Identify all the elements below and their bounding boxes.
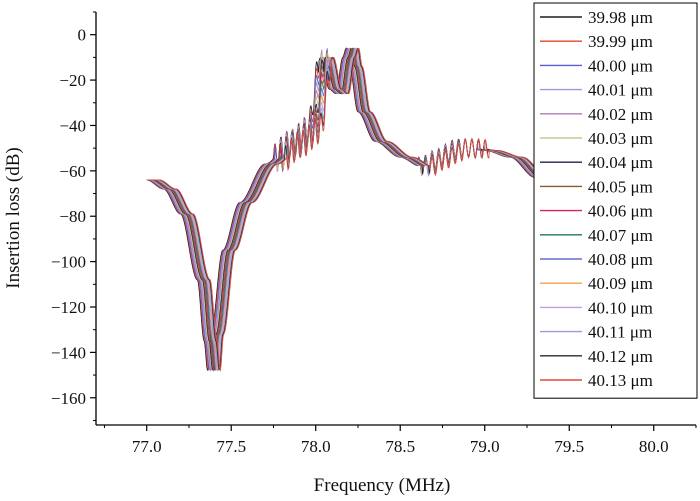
y-tick-label: −140 (51, 343, 86, 362)
legend-label: 39.98 μm (588, 8, 653, 27)
legend-box (533, 2, 698, 399)
y-tick-label: −160 (51, 389, 86, 408)
legend-label: 40.06 μm (588, 202, 653, 221)
y-tick-label: −80 (59, 207, 86, 226)
tick-labels: 0 −20 −40 −60 −80 −100 −120 −140 −160 77.0 77.5 78.… (51, 26, 669, 456)
y-tick-label: 0 (78, 26, 87, 45)
x-tick-label: 78.5 (385, 437, 415, 456)
series-layer (146, 47, 578, 372)
y-tick-label: −40 (59, 116, 86, 135)
x-tick-label: 78.0 (301, 437, 331, 456)
legend: 39.98 μm 39.99 μm 40.00 μm 40.01 μm 40.02 μm… (533, 2, 698, 399)
legend-label: 40.08 μm (588, 250, 653, 269)
y-tick-label: −100 (51, 253, 86, 272)
x-tick-label: 77.0 (132, 437, 162, 456)
legend-label: 40.02 μm (588, 105, 653, 124)
legend-label: 40.05 μm (588, 177, 653, 196)
y-axis-title: Insertion loss (dB) (3, 147, 24, 288)
series-line (146, 47, 578, 372)
legend-label: 40.04 μm (588, 153, 653, 172)
legend-label: 40.12 μm (588, 347, 653, 366)
y-tick-label: −120 (51, 298, 86, 317)
legend-label: 40.00 μm (588, 56, 653, 75)
x-axis-title: Frequency (MHz) (314, 475, 451, 496)
x-tick-label: 77.5 (216, 437, 246, 456)
legend-label: 39.99 μm (588, 32, 653, 51)
legend-label: 40.07 μm (588, 226, 653, 245)
x-tick-label: 79.5 (554, 437, 584, 456)
legend-label: 40.11 μm (588, 323, 652, 342)
legend-label: 40.01 μm (588, 81, 653, 100)
legend-label: 40.13 μm (588, 371, 653, 390)
x-tick-label: 79.0 (470, 437, 500, 456)
axes (90, 11, 697, 431)
legend-label: 40.10 μm (588, 298, 653, 317)
legend-label: 40.09 μm (588, 274, 653, 293)
x-tick-label: 80.0 (639, 437, 669, 456)
legend-label: 40.03 μm (588, 129, 653, 148)
y-tick-label: −20 (59, 71, 86, 90)
y-tick-label: −60 (59, 162, 86, 181)
